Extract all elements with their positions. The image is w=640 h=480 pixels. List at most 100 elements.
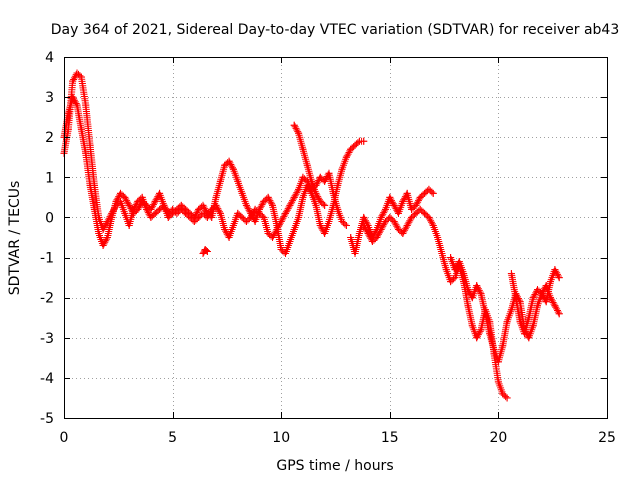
marker-trail bbox=[447, 254, 563, 366]
data-point bbox=[190, 213, 198, 221]
data-point bbox=[186, 209, 194, 217]
data-point bbox=[282, 250, 290, 258]
series-track-3 bbox=[199, 246, 211, 258]
x-tick-label: 10 bbox=[272, 430, 290, 446]
data-point bbox=[312, 189, 320, 197]
data-point bbox=[290, 193, 298, 201]
data-point bbox=[468, 322, 476, 330]
data-point bbox=[160, 201, 168, 209]
data-point bbox=[329, 201, 337, 209]
x-axis-label: GPS time / hours bbox=[276, 458, 393, 474]
data-point bbox=[338, 217, 346, 225]
data-point bbox=[408, 205, 416, 213]
data-point bbox=[295, 185, 303, 193]
data-point bbox=[103, 217, 111, 225]
data-point bbox=[529, 322, 537, 330]
data-point bbox=[338, 165, 346, 173]
data-point bbox=[421, 209, 429, 217]
data-point bbox=[408, 213, 416, 221]
x-tick-label: 5 bbox=[168, 430, 177, 446]
data-point bbox=[394, 225, 402, 233]
data-point bbox=[199, 201, 207, 209]
data-point bbox=[164, 213, 172, 221]
data-point bbox=[499, 342, 507, 350]
data-point bbox=[551, 302, 559, 310]
data-point bbox=[108, 209, 116, 217]
data-point bbox=[251, 217, 259, 225]
data-point bbox=[156, 205, 164, 213]
chart-title: Day 364 of 2021, Sidereal Day-to-day VTE… bbox=[51, 22, 620, 38]
data-point bbox=[151, 197, 159, 205]
data-point bbox=[533, 286, 541, 294]
data-point bbox=[494, 358, 502, 366]
data-point bbox=[386, 213, 394, 221]
data-point bbox=[386, 193, 394, 201]
data-point bbox=[125, 201, 133, 209]
data-point bbox=[156, 189, 164, 197]
data-point bbox=[316, 173, 324, 181]
data-point bbox=[473, 282, 481, 290]
data-point bbox=[208, 213, 216, 221]
data-point bbox=[221, 225, 229, 233]
data-point bbox=[316, 221, 324, 229]
data-point bbox=[360, 137, 368, 145]
data-point bbox=[351, 250, 359, 258]
data-point bbox=[221, 161, 229, 169]
data-point bbox=[73, 69, 81, 77]
data-point bbox=[381, 217, 389, 225]
data-point bbox=[216, 209, 224, 217]
data-point bbox=[234, 177, 242, 185]
data-point bbox=[273, 221, 281, 229]
y-tick-label: -1 bbox=[40, 251, 54, 267]
data-point bbox=[116, 197, 124, 205]
data-point bbox=[520, 330, 528, 338]
data-point bbox=[286, 201, 294, 209]
data-point bbox=[516, 318, 524, 326]
y-tick-label: -5 bbox=[40, 411, 54, 427]
data-point bbox=[69, 93, 77, 101]
y-axis-label: SDTVAR / TECUs bbox=[7, 181, 23, 296]
data-point bbox=[147, 213, 155, 221]
data-point bbox=[351, 141, 359, 149]
data-point bbox=[295, 213, 303, 221]
x-tick-label: 15 bbox=[381, 430, 399, 446]
data-point bbox=[503, 394, 511, 402]
data-point bbox=[130, 205, 138, 213]
marker-trail bbox=[60, 69, 368, 257]
data-point bbox=[234, 209, 242, 217]
x-tick-label: 0 bbox=[60, 430, 69, 446]
data-point bbox=[503, 318, 511, 326]
x-tick-label: 20 bbox=[489, 430, 507, 446]
data-point bbox=[182, 205, 190, 213]
data-point bbox=[255, 205, 263, 213]
data-point bbox=[390, 217, 398, 225]
data-point bbox=[216, 177, 224, 185]
data-point bbox=[464, 286, 472, 294]
data-point bbox=[486, 330, 494, 338]
data-point bbox=[169, 209, 177, 217]
data-point bbox=[494, 378, 502, 386]
data-point bbox=[321, 177, 329, 185]
data-point bbox=[347, 234, 355, 241]
data-point bbox=[229, 221, 237, 229]
data-point bbox=[394, 209, 402, 217]
data-point bbox=[368, 238, 376, 246]
data-point bbox=[264, 193, 272, 201]
y-tick-label: 1 bbox=[45, 170, 54, 186]
data-point bbox=[429, 221, 437, 229]
data-point bbox=[477, 290, 485, 298]
y-tick-label: 4 bbox=[45, 50, 54, 66]
data-point bbox=[360, 213, 368, 221]
data-point bbox=[99, 242, 107, 250]
data-point bbox=[377, 225, 385, 233]
data-point bbox=[421, 189, 429, 197]
data-point bbox=[86, 141, 94, 149]
y-tick-label: 3 bbox=[45, 90, 54, 106]
data-point bbox=[260, 197, 268, 205]
data-point bbox=[64, 109, 72, 117]
data-point bbox=[412, 201, 420, 209]
data-point bbox=[460, 270, 468, 278]
data-point bbox=[229, 165, 237, 173]
series-track-4 bbox=[290, 121, 329, 209]
data-point bbox=[321, 229, 329, 237]
